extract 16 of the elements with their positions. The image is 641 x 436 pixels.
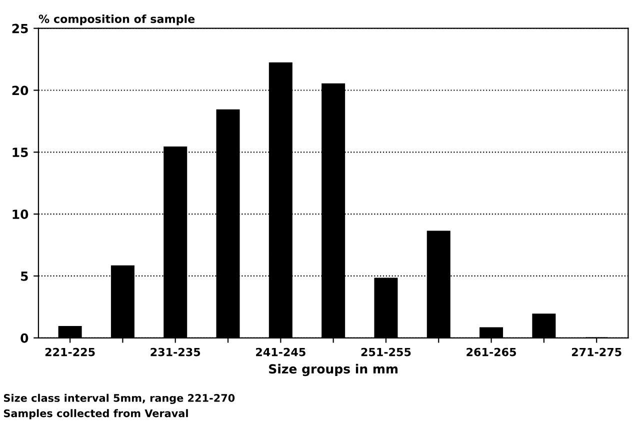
y-tick-label: 25 (12, 24, 28, 34)
y-tick-label: 15 (12, 148, 28, 158)
x-tick-label: 271-275 (572, 348, 622, 356)
x-axis-title: Size groups in mm (269, 364, 398, 376)
x-tick-label: 251-255 (361, 348, 411, 356)
x-tick-label: 221-225 (45, 348, 95, 356)
y-tick-label: 20 (12, 86, 28, 96)
y-tick-label: 5 (21, 272, 28, 281)
text: Samples collected from Veraval (4, 409, 188, 420)
y-tick-label: 0 (20, 333, 28, 343)
y-tick-label: 10 (12, 210, 28, 220)
x-tick-label: 241-245 (256, 348, 306, 356)
y-axis-title: % composition of sample (38, 14, 195, 26)
x-tick-label: 231-235 (150, 348, 200, 356)
text: Size class interval 5mm, range 221-270 (4, 394, 235, 404)
x-tick-label: 261-265 (466, 348, 516, 356)
